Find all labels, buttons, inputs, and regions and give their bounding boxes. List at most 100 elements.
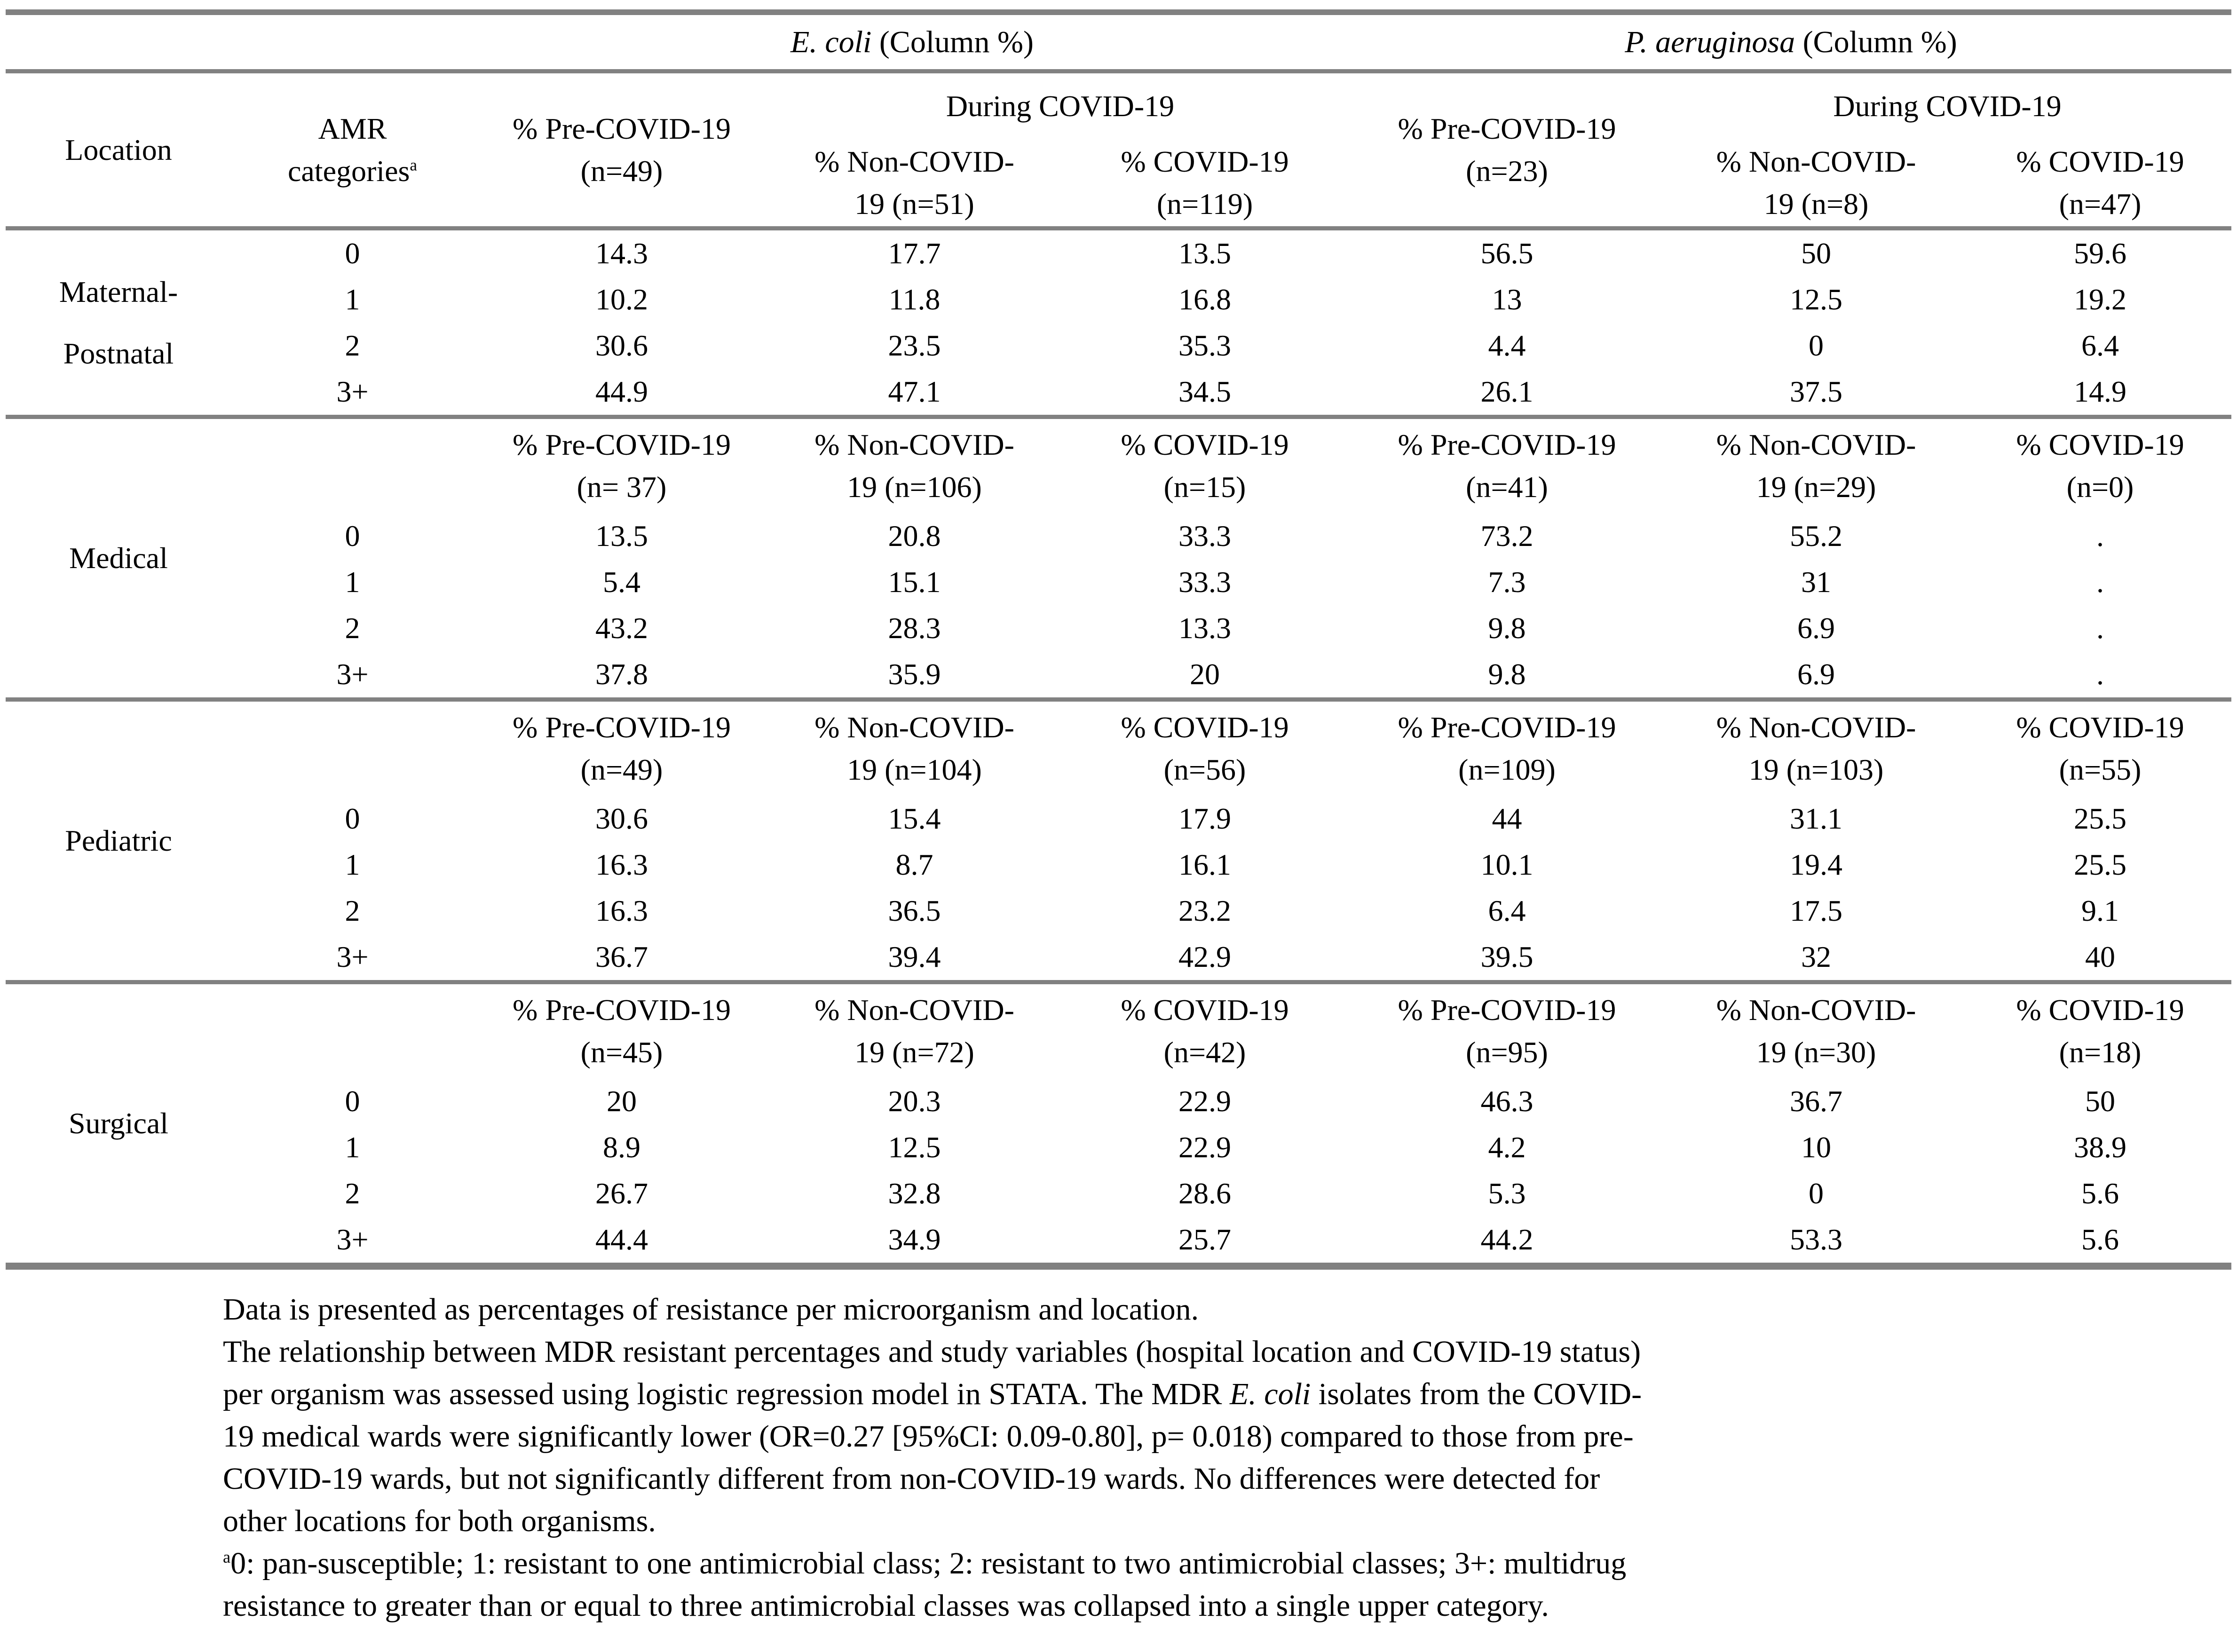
value-cell: 38.9: [2074, 1130, 2126, 1164]
table-row: 3+ 37.8 35.9 20 9.8 6.9 .: [6, 651, 2231, 700]
value-cell: 39.4: [888, 940, 941, 973]
value-cell: .: [2096, 657, 2104, 691]
value-cell: 19.2: [2074, 283, 2126, 316]
value-cell: 34.5: [1178, 375, 1231, 408]
value-cell: 14.3: [595, 237, 648, 270]
location-label: Pediatric: [6, 697, 231, 982]
block-subheader-row: Medical % Pre-COVID-19 (n= 37) % Non-COV…: [6, 415, 2231, 700]
value-cell: 17.9: [1178, 802, 1231, 835]
ecoli-species-label: E. coli: [790, 24, 872, 59]
column-header-row: Location AMR categoriesa % Pre-COVID-19 …: [6, 71, 2231, 230]
subheader-ecoli-noncovid: % Non-COVID- 19 (n=72): [770, 980, 1059, 1078]
value-cell: 15.1: [888, 565, 941, 599]
table-footnotes: Data is presented as percentages of resi…: [223, 1288, 2123, 1627]
table-row: 2 30.6 23.5 35.3 4.4 0 6.4: [6, 323, 2231, 369]
footnote-line: per organism was assessed using logistic…: [223, 1373, 2123, 1415]
table-row: 2 16.3 36.5 23.2 6.4 17.5 9.1: [6, 888, 2231, 934]
amr-resistance-table: E. coli (Column %) P. aeruginosa (Column…: [6, 9, 2231, 1270]
header-ecoli-noncovid: % Non-COVID- 19 (n=51): [770, 139, 1059, 230]
empty-cell: [231, 415, 474, 513]
subheader-ecoli-noncovid: % Non-COVID- 19 (n=106): [770, 415, 1059, 513]
table-row: 0 13.5 20.8 33.3 73.2 55.2 .: [6, 513, 2231, 559]
subheader-pa-noncovid: % Non-COVID- 19 (n=29): [1663, 415, 1969, 513]
amr-category-cell: 1: [345, 565, 360, 599]
value-cell: 37.5: [1790, 375, 1842, 408]
value-cell: 10: [1801, 1130, 1831, 1164]
value-cell: 13.5: [595, 519, 648, 553]
value-cell: 9.8: [1488, 657, 1526, 691]
block-maternal-postnatal: Maternal- Postnatal 0 14.3 17.7 13.5 56.…: [6, 229, 2231, 417]
subheader-ecoli-precovid: % Pre-COVID-19 (n=45): [474, 980, 770, 1078]
value-cell: 47.1: [888, 375, 941, 408]
value-cell: 20.8: [888, 519, 941, 553]
amr-category-cell: 0: [345, 237, 360, 270]
empty-cell: [231, 980, 474, 1078]
value-cell: 8.9: [603, 1130, 640, 1164]
value-cell: 13: [1492, 283, 1522, 316]
subheader-ecoli-covid: % COVID-19 (n=42): [1059, 980, 1351, 1078]
table-row: 0 30.6 15.4 17.9 44 31.1 25.5: [6, 796, 2231, 842]
value-cell: 10.1: [1480, 848, 1533, 881]
header-location: Location: [6, 71, 231, 230]
value-cell: 23.5: [888, 329, 941, 362]
value-cell: 23.2: [1178, 894, 1231, 927]
value-cell: 17.7: [888, 237, 941, 270]
value-cell: 4.4: [1488, 329, 1526, 362]
table-row: 1 5.4 15.1 33.3 7.3 31 .: [6, 559, 2231, 605]
table-row: 1 8.9 12.5 22.9 4.2 10 38.9: [6, 1124, 2231, 1170]
value-cell: 5.6: [1969, 1217, 2231, 1270]
header-amr-categories: AMR categoriesa: [231, 71, 474, 230]
table-row: 3+ 44.4 34.9 25.7 44.2 53.3 5.6: [6, 1217, 2231, 1270]
location-label: Medical: [6, 415, 231, 700]
value-cell: 31: [1801, 565, 1831, 599]
value-cell: 55.2: [1790, 519, 1842, 553]
amr-category-cell: 2: [345, 1177, 360, 1210]
footnote-line: 19 medical wards were significantly lowe…: [223, 1419, 1634, 1454]
paeruginosa-species-label: P. aeruginosa: [1625, 24, 1795, 59]
value-cell: 33.3: [1178, 519, 1231, 553]
value-cell: 56.5: [1480, 237, 1533, 270]
value-cell: 59.6: [2074, 237, 2126, 270]
subheader-pa-precovid: % Pre-COVID-19 (n=41): [1351, 415, 1663, 513]
block-subheader-row: Surgical % Pre-COVID-19 (n=45) % Non-COV…: [6, 980, 2231, 1270]
table-row: 0 20 20.3 22.9 46.3 36.7 50: [6, 1078, 2231, 1124]
value-cell: 13.5: [1178, 237, 1231, 270]
value-cell: 26.1: [1480, 375, 1533, 408]
value-cell: 8.7: [895, 848, 933, 881]
footnote-text: per organism was assessed using logistic…: [223, 1377, 1230, 1411]
value-cell: 36.7: [595, 940, 648, 973]
value-cell: 33.3: [1178, 565, 1231, 599]
footnote-marker: a: [223, 1548, 231, 1566]
amr-category-cell: 3+: [336, 940, 369, 973]
value-cell: 44: [1492, 802, 1522, 835]
value-cell: 16.3: [595, 848, 648, 881]
table-row: 3+ 44.9 47.1 34.5 26.1 37.5 14.9: [6, 369, 2231, 417]
value-cell: 11.8: [888, 283, 941, 316]
amr-category-cell: 3+: [231, 1217, 474, 1270]
value-cell: 50: [2085, 1084, 2115, 1118]
footnote-line: The relationship between MDR resistant p…: [223, 1335, 1641, 1369]
value-cell: 16.8: [1178, 283, 1231, 316]
value-cell: 12.5: [1790, 283, 1842, 316]
value-cell: 32: [1801, 940, 1831, 973]
table-row: 3+ 36.7 39.4 42.9 39.5 32 40: [6, 934, 2231, 982]
subheader-ecoli-precovid: % Pre-COVID-19 (n=49): [474, 697, 770, 796]
value-cell: 31.1: [1790, 802, 1842, 835]
value-cell: 10.2: [595, 283, 648, 316]
value-cell: 44.9: [595, 375, 648, 408]
value-cell: 50: [1801, 237, 1831, 270]
amr-category-cell: 2: [345, 329, 360, 362]
value-cell: 12.5: [888, 1130, 941, 1164]
header-ecoli-during-covid: During COVID-19: [946, 89, 1175, 123]
subheader-ecoli-precovid: % Pre-COVID-19 (n= 37): [474, 415, 770, 513]
table-row: 2 43.2 28.3 13.3 9.8 6.9 .: [6, 605, 2231, 651]
value-cell: 30.6: [595, 329, 648, 362]
amr-category-cell: 1: [345, 283, 360, 316]
footnote-text: 0: pan-susceptible; 1: resistant to one …: [230, 1546, 1627, 1581]
value-cell: 17.5: [1790, 894, 1842, 927]
value-cell: 15.4: [888, 802, 941, 835]
block-subheader-row: Pediatric % Pre-COVID-19 (n=49) % Non-CO…: [6, 697, 2231, 982]
subheader-pa-covid: % COVID-19 (n=55): [1969, 697, 2231, 796]
amr-category-cell: 0: [345, 519, 360, 553]
footnote-line: resistance to greater than or equal to t…: [223, 1589, 1549, 1623]
